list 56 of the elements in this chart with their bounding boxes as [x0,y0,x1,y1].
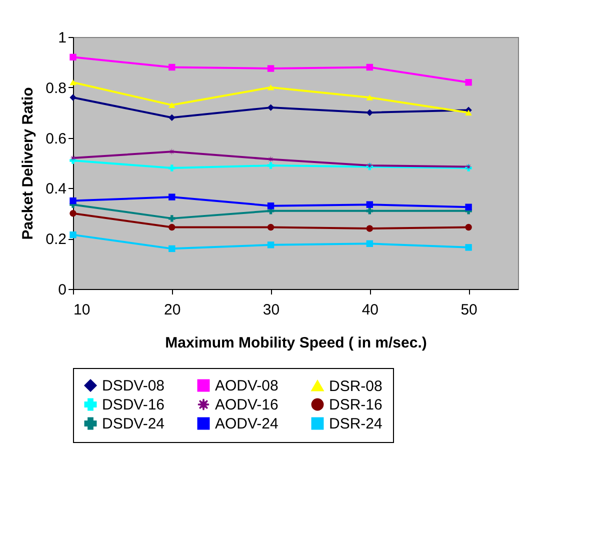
x-tick-label: 50 [460,302,478,318]
point [465,224,472,231]
point [366,64,374,71]
legend-label: DSR-08 [329,378,382,395]
point [70,231,76,238]
point [70,197,76,204]
legend-label: DSR-16 [329,396,382,414]
point [465,204,472,210]
x-tick-label: 30 [262,302,280,318]
point [465,244,472,251]
point [366,201,374,208]
y-tick-label: 0.4 [46,180,66,198]
legend-label: DSDV-16 [102,396,165,414]
y-axis-title: Packet Delivery Ratio [20,87,37,240]
y-tick-label: 0.6 [46,130,66,148]
point [168,114,176,121]
point [70,154,76,162]
point [366,94,374,100]
point [366,109,374,116]
legend-label: AODV-24 [215,416,278,432]
point [465,79,472,86]
x-tick-label: 40 [362,302,379,318]
point [267,84,274,90]
point [168,148,176,156]
legend-label: DSR-24 [329,416,382,432]
y-tick-label: 0.2 [46,231,66,248]
legend-label: AODV-08 [215,378,278,395]
legend-label: DSDV-24 [102,416,165,432]
point [267,65,274,72]
point [267,202,274,210]
point [267,224,274,231]
x-axis-title: Maximum Mobility Speed ( in m/sec.) [165,334,427,352]
point [267,162,274,169]
x-tick-label: 20 [164,302,181,318]
point [168,64,176,71]
point [168,245,176,252]
point [267,104,274,111]
legend-label: DSDV-08 [102,378,165,395]
x-tick-label: 10 [74,302,90,318]
point [168,102,176,108]
point [267,242,274,248]
point [168,194,176,200]
point [366,225,374,232]
y-tick-label: 1 [58,30,66,46]
point [168,164,176,172]
point [70,79,76,86]
point [168,215,176,222]
legend-label: AODV-16 [215,396,278,414]
point [465,110,472,116]
point [70,94,76,101]
point [168,224,176,231]
point [70,54,76,61]
point [70,210,76,217]
y-tick-label: 0 [58,282,66,298]
y-tick-label: 0.8 [46,80,66,97]
point [366,240,374,247]
